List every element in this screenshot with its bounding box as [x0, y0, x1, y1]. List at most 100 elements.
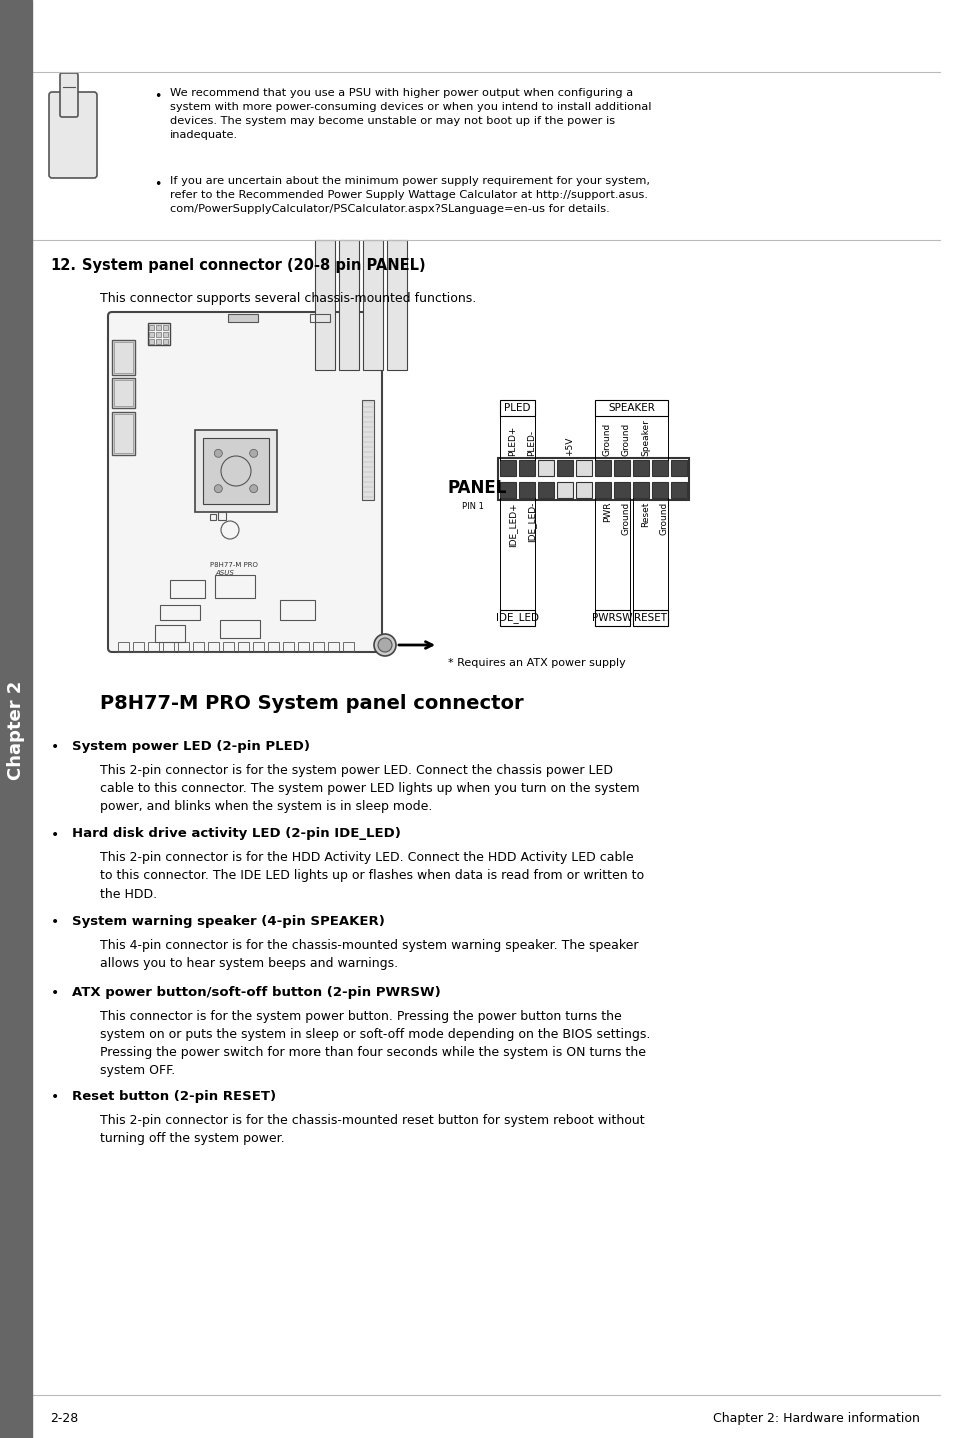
- Bar: [170, 580, 205, 598]
- Bar: [328, 641, 338, 651]
- Text: PWRSW: PWRSW: [592, 613, 632, 623]
- Bar: [112, 339, 135, 375]
- Bar: [148, 324, 170, 345]
- Bar: [614, 460, 629, 476]
- Bar: [595, 400, 667, 416]
- Bar: [499, 460, 516, 476]
- Bar: [194, 430, 276, 512]
- Bar: [218, 512, 226, 521]
- Text: This 2-pin connector is for the system power LED. Connect the chassis power LED
: This 2-pin connector is for the system p…: [100, 764, 639, 812]
- Text: •: •: [51, 1090, 59, 1104]
- Bar: [343, 641, 354, 651]
- Bar: [651, 460, 667, 476]
- Bar: [223, 641, 233, 651]
- Text: This 2-pin connector is for the HDD Activity LED. Connect the HDD Activity LED c: This 2-pin connector is for the HDD Acti…: [100, 851, 643, 900]
- Bar: [220, 620, 260, 638]
- Bar: [670, 482, 686, 498]
- Text: PLED-: PLED-: [526, 430, 536, 456]
- Bar: [268, 641, 278, 651]
- Text: ATX power button/soft-off button (2-pin PWRSW): ATX power button/soft-off button (2-pin …: [71, 986, 440, 999]
- Text: •: •: [51, 915, 59, 929]
- Text: This connector supports several chassis-mounted functions.: This connector supports several chassis-…: [100, 292, 476, 305]
- Bar: [633, 460, 648, 476]
- Bar: [208, 641, 219, 651]
- FancyArrowPatch shape: [398, 641, 432, 649]
- Text: PANEL: PANEL: [448, 479, 507, 498]
- Bar: [112, 378, 135, 408]
- Text: Chapter 2: Chapter 2: [7, 680, 25, 779]
- Text: If you are uncertain about the minimum power supply requirement for your system,: If you are uncertain about the minimum p…: [170, 175, 649, 214]
- Bar: [112, 413, 135, 454]
- Bar: [149, 325, 153, 329]
- Text: •: •: [51, 741, 59, 754]
- Text: Chapter 2: Hardware information: Chapter 2: Hardware information: [713, 1412, 919, 1425]
- Text: IDE_LED+: IDE_LED+: [507, 502, 517, 546]
- Bar: [118, 641, 129, 651]
- Circle shape: [214, 485, 222, 493]
- FancyBboxPatch shape: [60, 73, 78, 116]
- Text: Ground: Ground: [602, 423, 612, 456]
- Bar: [595, 610, 629, 626]
- Bar: [149, 332, 153, 336]
- Text: RESET: RESET: [634, 613, 666, 623]
- FancyBboxPatch shape: [108, 312, 381, 651]
- Text: P8H77-M PRO System panel connector: P8H77-M PRO System panel connector: [100, 695, 523, 713]
- FancyBboxPatch shape: [49, 92, 97, 178]
- Text: 12.: 12.: [50, 257, 76, 273]
- Bar: [499, 400, 535, 416]
- Bar: [576, 460, 592, 476]
- Bar: [163, 325, 168, 329]
- Bar: [313, 641, 324, 651]
- Bar: [670, 460, 686, 476]
- Bar: [193, 641, 204, 651]
- Text: SPEAKER: SPEAKER: [607, 403, 655, 413]
- Text: We recommend that you use a PSU with higher power output when configuring a
syst: We recommend that you use a PSU with hig…: [170, 88, 651, 139]
- Text: IDE_LED: IDE_LED: [496, 613, 538, 624]
- Bar: [148, 641, 159, 651]
- Text: Hard disk drive activity LED (2-pin IDE_LED): Hard disk drive activity LED (2-pin IDE_…: [71, 827, 400, 840]
- Bar: [156, 339, 161, 344]
- Bar: [557, 482, 573, 498]
- Text: •: •: [154, 91, 161, 104]
- Circle shape: [250, 449, 257, 457]
- Bar: [160, 605, 200, 620]
- Bar: [387, 240, 407, 370]
- Text: Reset button (2-pin RESET): Reset button (2-pin RESET): [71, 1090, 275, 1103]
- Text: Ground: Ground: [659, 502, 668, 535]
- Bar: [228, 313, 257, 322]
- Circle shape: [374, 634, 395, 656]
- Text: * Requires an ATX power supply: * Requires an ATX power supply: [448, 659, 625, 669]
- Text: PLED+: PLED+: [507, 426, 517, 456]
- Bar: [156, 325, 161, 329]
- Bar: [113, 380, 132, 406]
- Bar: [361, 400, 374, 500]
- Bar: [280, 600, 314, 620]
- Bar: [595, 482, 610, 498]
- Bar: [163, 332, 168, 336]
- Text: PWR: PWR: [602, 502, 612, 522]
- Text: System warning speaker (4-pin SPEAKER): System warning speaker (4-pin SPEAKER): [71, 915, 384, 928]
- Bar: [297, 641, 309, 651]
- Bar: [163, 641, 173, 651]
- Bar: [518, 460, 535, 476]
- Bar: [633, 610, 667, 626]
- Bar: [576, 482, 592, 498]
- Circle shape: [250, 485, 257, 493]
- Text: •: •: [51, 986, 59, 999]
- Text: This connector is for the system power button. Pressing the power button turns t: This connector is for the system power b…: [100, 1009, 650, 1077]
- Text: +5V: +5V: [564, 437, 574, 456]
- Bar: [113, 414, 132, 453]
- Bar: [557, 460, 573, 476]
- Bar: [214, 575, 254, 598]
- Bar: [614, 482, 629, 498]
- Bar: [203, 439, 269, 503]
- Bar: [499, 482, 516, 498]
- Circle shape: [377, 638, 392, 651]
- Bar: [537, 482, 554, 498]
- Bar: [0, 0, 32, 1438]
- Bar: [363, 240, 382, 370]
- Bar: [113, 342, 132, 372]
- Text: System power LED (2-pin PLED): System power LED (2-pin PLED): [71, 741, 310, 754]
- Bar: [499, 610, 535, 626]
- Bar: [149, 339, 153, 344]
